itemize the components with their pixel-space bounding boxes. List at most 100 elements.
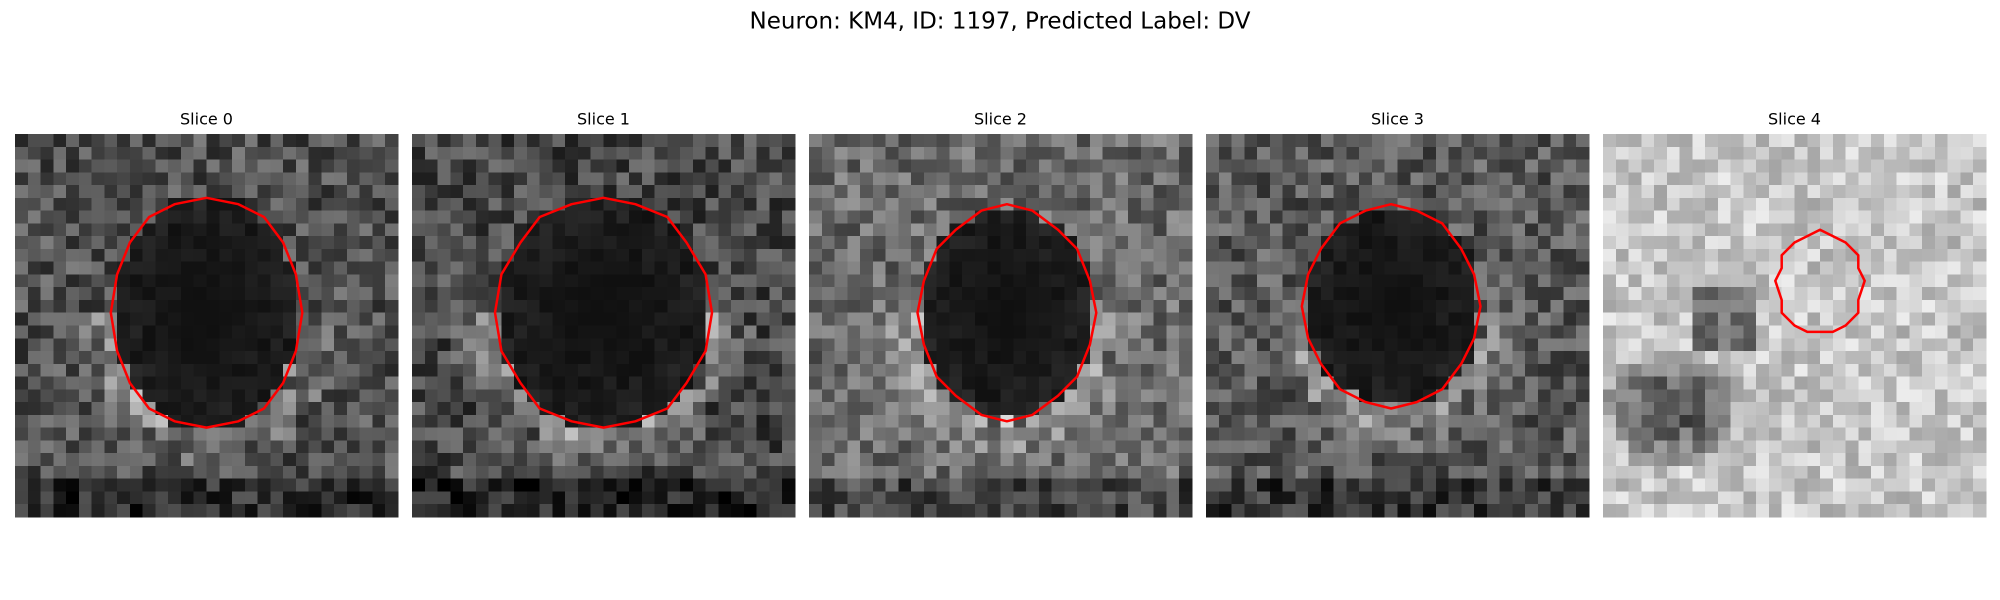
pixel	[514, 287, 528, 301]
pixel	[1218, 146, 1233, 161]
pixel	[1448, 223, 1462, 237]
pixel	[1231, 159, 1245, 173]
pixel	[295, 453, 310, 467]
pixel	[629, 274, 643, 288]
pixel	[1768, 389, 1783, 403]
pixel	[885, 465, 899, 480]
pixel	[15, 185, 29, 199]
pixel	[987, 287, 1001, 301]
pixel	[1845, 491, 1859, 505]
pixel	[1153, 453, 1167, 467]
pixel	[180, 325, 195, 339]
pixel	[321, 159, 335, 173]
pixel	[743, 287, 758, 301]
pixel	[321, 338, 335, 352]
pixel	[1666, 427, 1681, 441]
pixel	[1705, 376, 1719, 390]
pixel	[1743, 478, 1757, 492]
pixel	[603, 134, 617, 148]
pixel	[219, 159, 233, 173]
pixel	[424, 172, 439, 186]
pixel	[1333, 478, 1347, 492]
pixel	[731, 338, 745, 352]
pixel	[1537, 299, 1552, 314]
pixel	[1051, 338, 1065, 352]
pixel	[321, 236, 335, 250]
pixel	[475, 491, 490, 505]
pixel	[437, 146, 451, 161]
pixel	[1128, 440, 1142, 454]
pixel	[1115, 287, 1129, 301]
pixel	[1308, 504, 1322, 518]
pixel	[756, 197, 770, 212]
pixel	[782, 261, 796, 275]
pixel	[424, 453, 439, 467]
pixel	[1934, 236, 1949, 250]
pixel	[577, 325, 592, 339]
pixel	[1269, 197, 1284, 212]
pixel	[1537, 376, 1552, 390]
pixel	[1474, 185, 1488, 199]
pixel	[1308, 491, 1322, 505]
pixel	[616, 134, 630, 148]
pixel	[603, 427, 617, 441]
pixel	[206, 172, 220, 186]
pixel	[27, 274, 42, 288]
pixel	[206, 146, 220, 161]
pixel	[911, 197, 925, 212]
pixel	[424, 197, 439, 212]
pixel	[1896, 134, 1910, 148]
pixel	[308, 351, 322, 365]
pixel	[860, 274, 874, 288]
pixel	[1026, 287, 1040, 301]
pixel	[1179, 427, 1193, 441]
pixel	[78, 197, 93, 212]
pixel	[1576, 223, 1590, 237]
pixel	[1832, 402, 1847, 416]
pixel	[257, 363, 271, 378]
pixel	[616, 465, 630, 480]
pixel	[1244, 223, 1258, 237]
pixel	[1359, 299, 1373, 314]
pixel	[1013, 236, 1027, 250]
pixel	[1435, 325, 1450, 339]
pixel	[1883, 414, 1898, 429]
pixel	[1563, 236, 1577, 250]
pixel	[1448, 351, 1462, 365]
pixel	[1973, 236, 1987, 250]
pixel	[1781, 427, 1795, 441]
pixel	[603, 325, 617, 339]
pixel	[565, 491, 579, 505]
pixel	[117, 325, 131, 339]
pixel	[1692, 427, 1706, 441]
pixel	[641, 248, 656, 263]
pixel	[437, 427, 451, 441]
pixel	[66, 338, 80, 352]
pixel	[1282, 478, 1296, 492]
pixel	[117, 414, 131, 429]
pixel	[308, 197, 322, 212]
pixel	[1525, 159, 1539, 173]
pixel	[885, 299, 899, 314]
pixel	[283, 312, 297, 326]
pixel	[667, 427, 681, 441]
pixel	[1525, 453, 1539, 467]
pixel	[1641, 210, 1655, 224]
pixel	[334, 274, 348, 288]
pixel	[769, 236, 783, 250]
pixel	[1461, 504, 1475, 518]
pixel	[1705, 312, 1719, 326]
pixel	[1603, 146, 1617, 161]
pixel	[385, 248, 399, 263]
pixel	[1461, 363, 1475, 378]
pixel	[577, 172, 592, 186]
pixel	[129, 465, 144, 480]
pixel	[1858, 363, 1872, 378]
pixel	[1768, 325, 1783, 339]
pixel	[692, 453, 707, 467]
pixel	[1128, 453, 1142, 467]
pixel	[821, 223, 836, 237]
pixel	[1615, 210, 1630, 224]
pixel	[577, 389, 592, 403]
pixel	[1000, 376, 1014, 390]
